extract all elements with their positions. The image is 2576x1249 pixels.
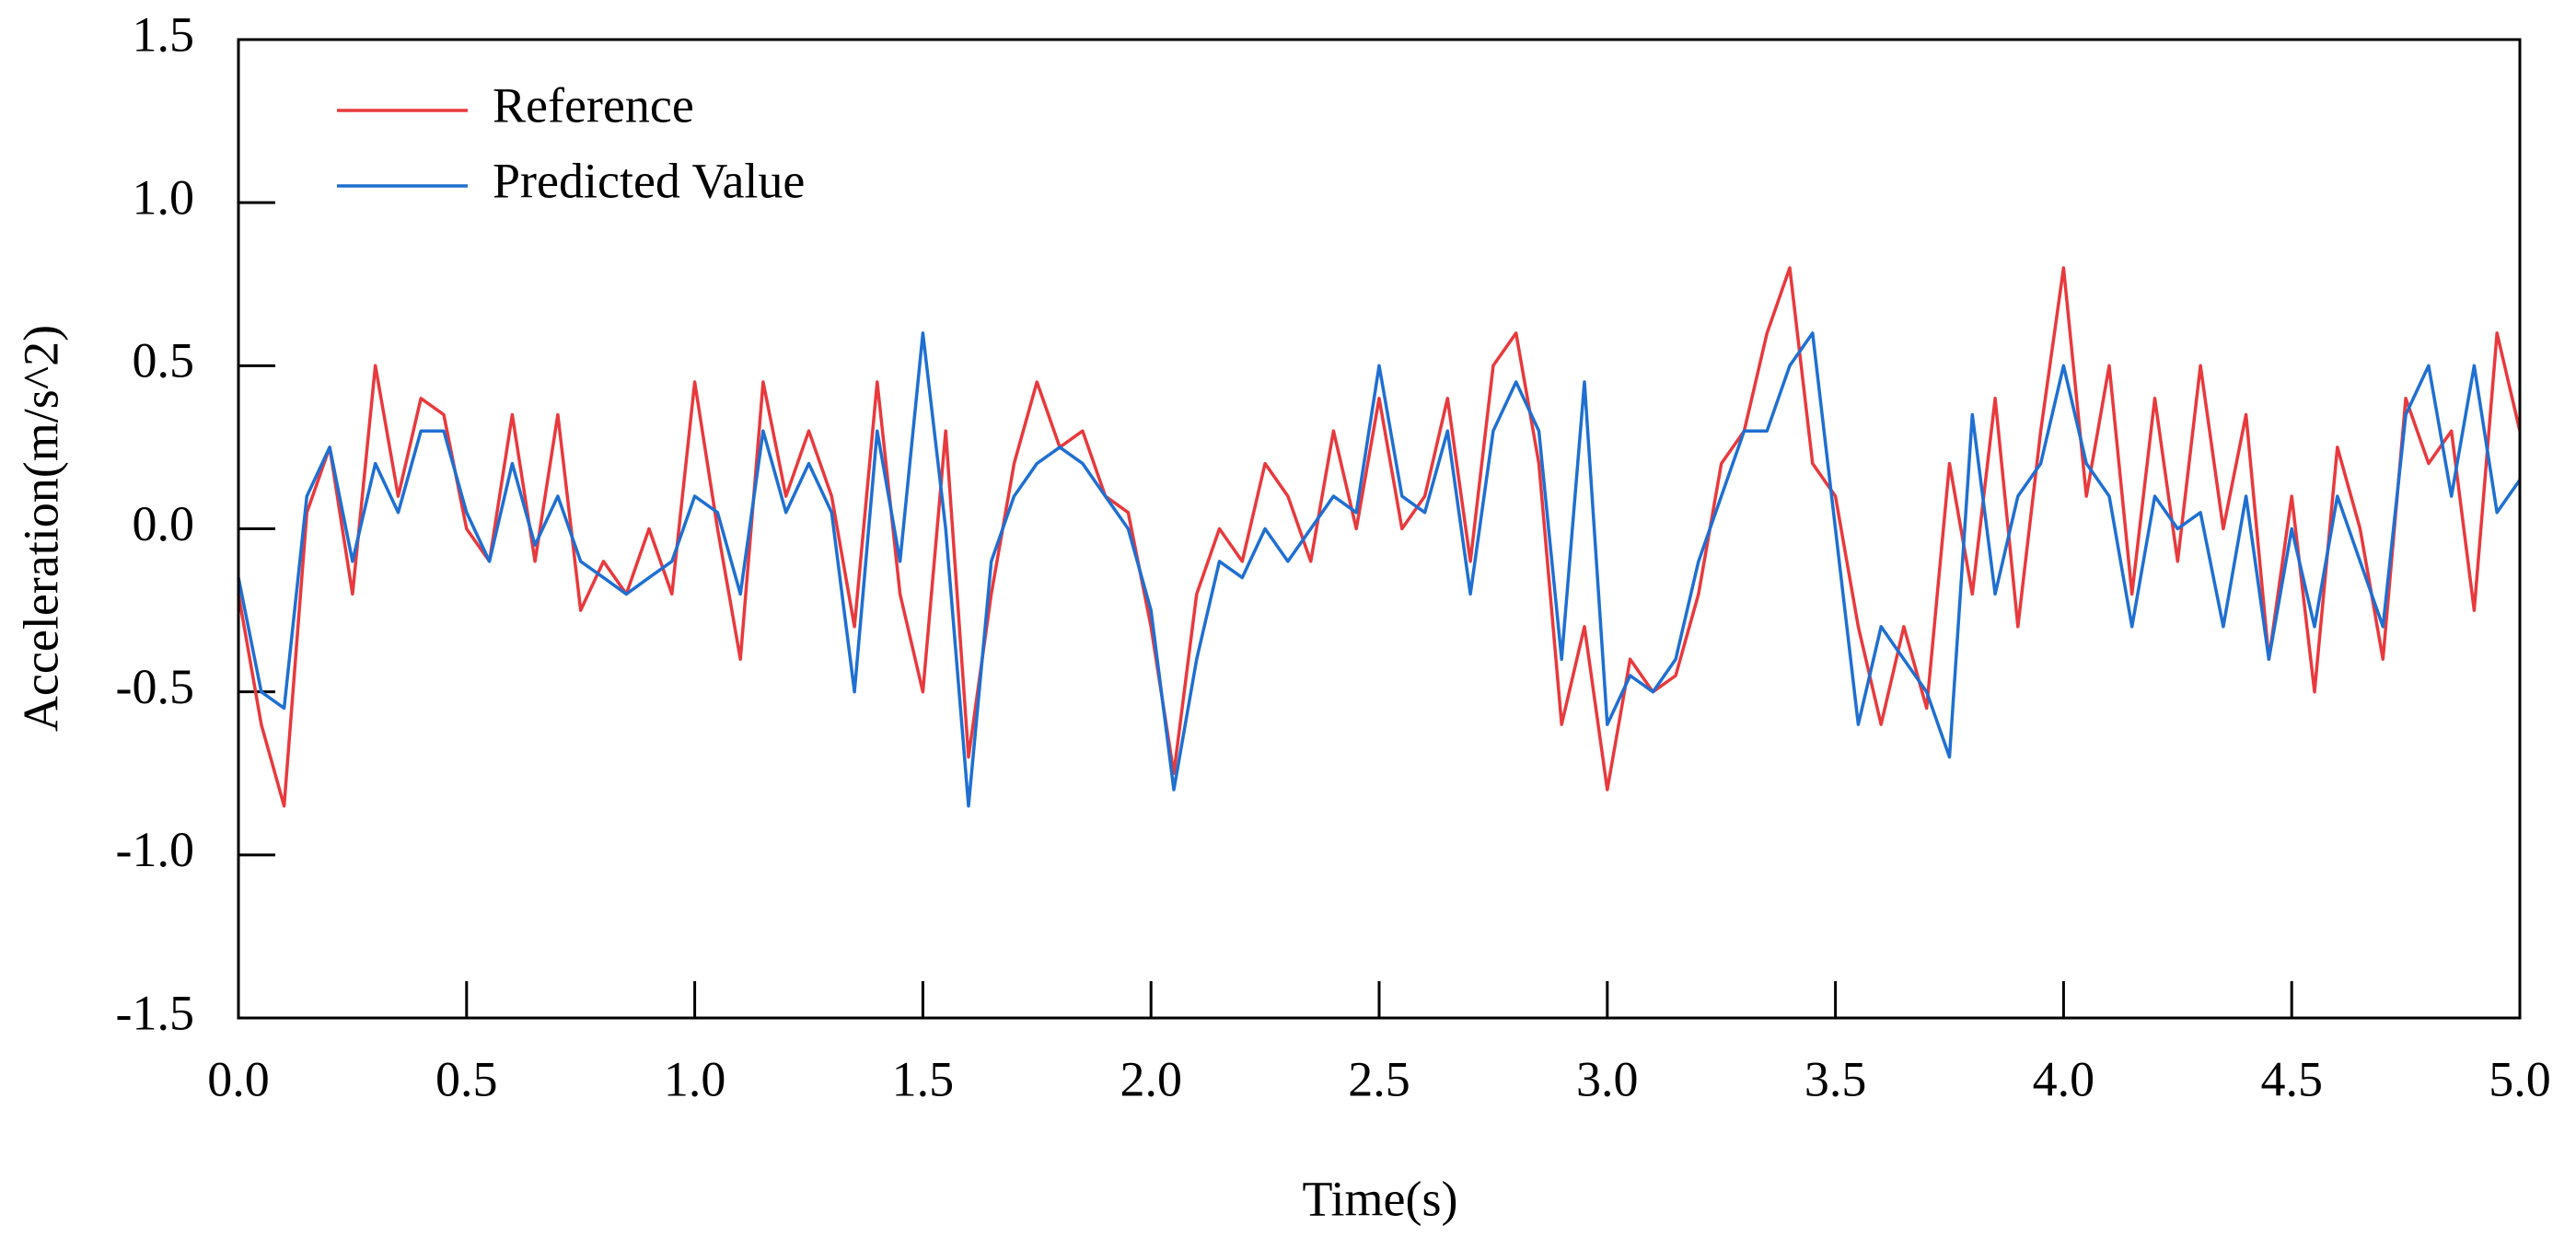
y-tick-label: 0.5 (133, 333, 195, 388)
x-tick-label: 4.0 (2033, 1051, 2095, 1106)
x-tick-label: 1.5 (892, 1051, 955, 1106)
x-tick-label: 0.5 (435, 1051, 498, 1106)
x-tick-label: 2.0 (1120, 1051, 1182, 1106)
x-tick-label: 3.0 (1576, 1051, 1639, 1106)
x-axis-label: Time(s) (1302, 1171, 1457, 1226)
x-tick-label: 0.0 (207, 1051, 270, 1106)
y-tick-label: 0.0 (133, 496, 195, 551)
data-line (237, 331, 2522, 808)
x-tick-label: 4.5 (2260, 1051, 2323, 1106)
y-tick-label: -1.0 (116, 822, 194, 877)
x-tick-label: 3.5 (1804, 1051, 1867, 1106)
x-tick-label: 2.5 (1348, 1051, 1410, 1106)
y-tick-label: -0.5 (116, 659, 194, 714)
x-tick-label: 1.0 (664, 1051, 726, 1106)
y-tick-label: 1.5 (133, 6, 195, 62)
plot-frame (237, 38, 2522, 1020)
data-line (237, 266, 2522, 808)
y-tick-label: -1.5 (116, 985, 194, 1040)
y-tick-label: 1.0 (133, 170, 195, 226)
x-tick-label: 5.0 (2489, 1051, 2551, 1106)
legend-label: Reference (493, 77, 694, 133)
legend-label: Predicted Value (493, 153, 805, 208)
y-axis-label: Acceleration(m/s^2) (13, 325, 68, 732)
